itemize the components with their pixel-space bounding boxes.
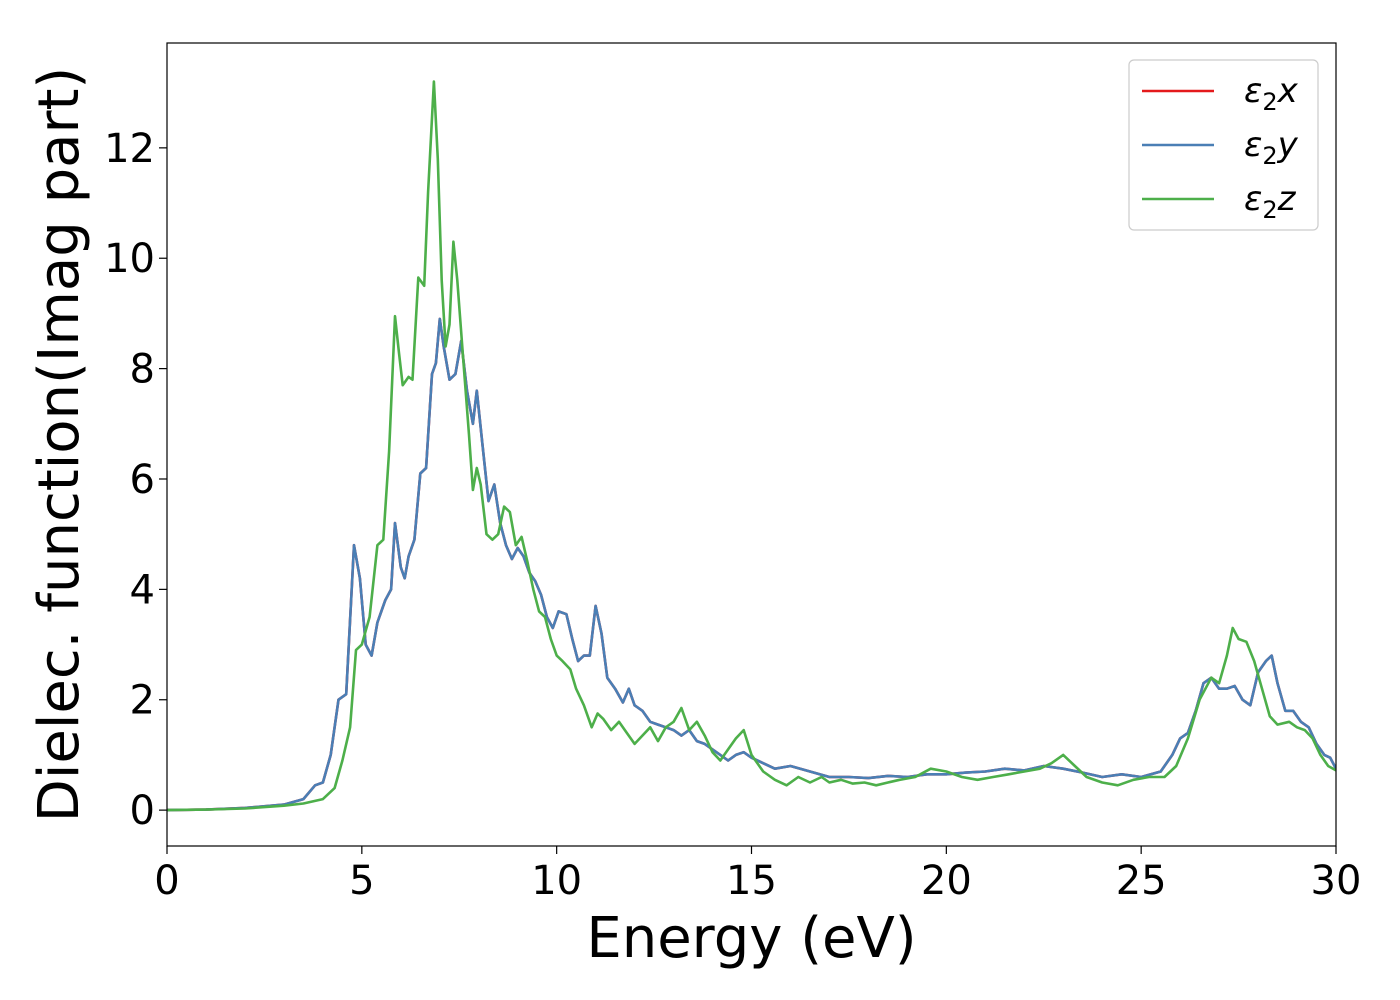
y-tick-label: 10 [104,236,155,282]
series-line-z [167,80,1336,812]
x-tick-label: 15 [726,858,777,904]
y-tick-label: 2 [130,678,155,724]
y-tick-label: 8 [130,347,155,393]
series-line-x [167,317,1336,812]
x-tick-label: 20 [921,858,972,904]
legend-label-y: ε2y [1244,125,1299,170]
x-tick-label: 25 [1116,858,1167,904]
legend: ε2x ε2y ε2z [1128,59,1319,231]
x-axis-label: Energy (eV) [586,906,916,971]
y-axis-ticks: 0 2 4 6 8 10 12 [104,126,167,834]
legend-label-z: ε2z [1244,179,1297,224]
x-tick-label: 0 [154,858,179,904]
x-tick-label: 10 [531,858,582,904]
x-tick-label: 30 [1311,858,1362,904]
y-tick-label: 4 [130,567,155,613]
legend-box [1128,59,1319,231]
x-tick-label: 5 [349,858,374,904]
y-tick-label: 0 [130,788,155,834]
series-line-y [167,317,1336,812]
x-axis-ticks: 0 5 10 15 20 25 30 [154,846,1361,904]
legend-label-x: ε2x [1244,71,1299,116]
y-axis-label: Dielec. function(Imag part) [27,67,92,823]
y-tick-label: 12 [104,126,155,172]
plot-lines [167,80,1336,812]
y-tick-label: 6 [130,457,155,503]
